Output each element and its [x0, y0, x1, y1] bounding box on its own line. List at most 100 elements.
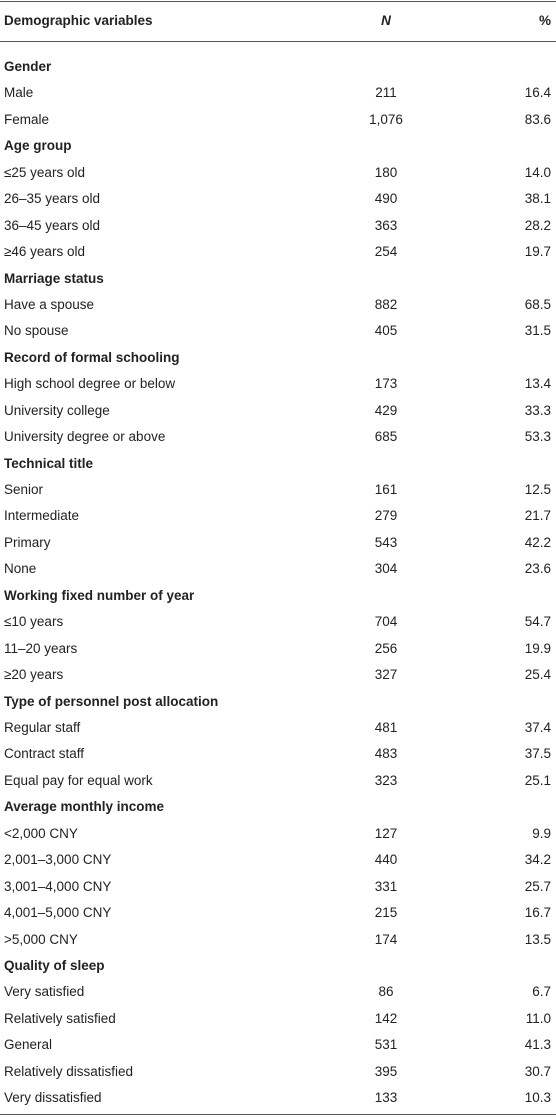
row-n: 429 [374, 402, 398, 418]
row-pct: 19.9 [524, 640, 551, 656]
row-pct: 53.3 [524, 429, 551, 445]
row-label: >5,000 CNY [4, 931, 78, 947]
row-n: 481 [374, 720, 398, 735]
row-pct: 12.5 [524, 482, 551, 498]
row-n: 161 [374, 482, 398, 498]
header-cell: % [538, 13, 551, 28]
row-label: ≥46 years old [4, 244, 85, 260]
row-label: Very satisfied [4, 984, 85, 1000]
row-n: 279 [374, 508, 398, 524]
row-label: Intermediate [4, 508, 80, 524]
row-n: 704 [374, 614, 398, 630]
row-pct: 25.1 [524, 772, 551, 788]
row-label: Relatively satisfied [4, 1010, 116, 1026]
row-pct: 13.5 [524, 931, 551, 947]
bottom-rule [0, 1114, 556, 1115]
row-n: 142 [374, 1010, 398, 1026]
row-label: Equal pay for equal work [4, 772, 153, 788]
row-label: General [4, 1037, 53, 1053]
row-n: 327 [374, 667, 398, 683]
row-label: Female [4, 111, 50, 127]
row-label: <2,000 CNY [4, 825, 78, 841]
row-pct: 41.3 [524, 1037, 551, 1053]
row-n: 174 [374, 931, 398, 947]
group-title: Type of personnel post allocation [4, 693, 219, 709]
row-n: 211 [375, 85, 397, 101]
row-pct: 11.0 [525, 1010, 551, 1026]
row-pct: 16.7 [524, 905, 551, 921]
row-pct: 34.2 [524, 852, 551, 868]
row-n: 254 [374, 244, 398, 260]
row-label: Primary [4, 534, 51, 550]
row-n: 882 [374, 296, 398, 312]
row-label: 36–45 years old [4, 217, 101, 233]
row-label: 26–35 years old [4, 191, 101, 207]
row-label: ≤25 years old [4, 164, 85, 180]
header-cell: Demographic variables [4, 13, 153, 28]
row-n: 543 [374, 534, 398, 550]
group-title: Gender [4, 59, 52, 74]
row-n: 127 [374, 825, 398, 841]
row-n: 531 [374, 1037, 398, 1053]
row-pct: 28.2 [524, 217, 551, 233]
row-label: Relatively dissatisfied [4, 1063, 134, 1079]
row-label: University degree or above [4, 429, 166, 445]
row-pct: 31.5 [524, 323, 551, 339]
row-pct: 19.7 [524, 244, 551, 260]
row-label: 11–20 years [4, 640, 78, 656]
row-n: 685 [374, 429, 398, 445]
row-pct: 25.7 [524, 878, 551, 894]
row-pct: 16.4 [524, 85, 551, 101]
row-pct: 10.3 [524, 1090, 551, 1106]
row-label: No spouse [4, 323, 69, 339]
row-n: 323 [374, 772, 398, 788]
row-n: 86 [378, 984, 394, 1000]
header-cell: N [381, 13, 391, 28]
row-pct: 42.2 [524, 534, 551, 550]
row-label: Have a spouse [4, 296, 95, 312]
row-n: 173 [374, 376, 398, 392]
group-title: Technical title [4, 455, 94, 471]
row-n: 304 [374, 561, 398, 577]
row-pct: 23.6 [524, 561, 551, 577]
row-pct: 38.1 [524, 191, 551, 207]
row-label: Senior [4, 482, 44, 498]
header-rule [0, 41, 556, 42]
row-label: University college [4, 402, 110, 418]
group-title: Working fixed number of year [4, 587, 195, 603]
row-pct: 13.4 [524, 376, 551, 392]
row-label: 4,001–5,000 CNY [4, 905, 112, 921]
row-pct: 33.3 [524, 402, 551, 418]
row-label: Regular staff [4, 720, 81, 735]
row-label: None [4, 561, 37, 577]
row-pct: 9.9 [532, 825, 551, 841]
row-pct: 37.4 [524, 720, 551, 735]
row-label: Very dissatisfied [4, 1090, 102, 1106]
row-n: 405 [374, 323, 398, 339]
row-n: 483 [374, 746, 398, 762]
row-label: ≥20 years [4, 667, 64, 683]
group-title: Average monthly income [4, 799, 165, 815]
top-rule [0, 1, 556, 2]
group-title: Age group [4, 138, 72, 154]
row-label: 3,001–4,000 CNY [4, 878, 112, 894]
row-pct: 83.6 [524, 111, 551, 127]
row-pct: 6.7 [532, 984, 551, 1000]
row-pct: 68.5 [524, 296, 551, 312]
row-n: 490 [374, 191, 398, 207]
row-n: 1,076 [369, 111, 403, 127]
group-title: Record of formal schooling [4, 349, 180, 365]
row-n: 363 [374, 217, 398, 233]
row-pct: 25.4 [524, 667, 551, 683]
row-pct: 14.0 [524, 164, 551, 180]
row-n: 133 [374, 1090, 398, 1106]
row-pct: 30.7 [524, 1063, 551, 1079]
group-title: Marriage status [4, 270, 104, 286]
row-pct: 54.7 [524, 614, 551, 630]
row-label: Contract staff [4, 746, 85, 762]
group-title: Quality of sleep [4, 957, 105, 973]
row-n: 256 [374, 640, 398, 656]
row-n: 395 [374, 1063, 398, 1079]
row-n: 440 [374, 852, 398, 868]
